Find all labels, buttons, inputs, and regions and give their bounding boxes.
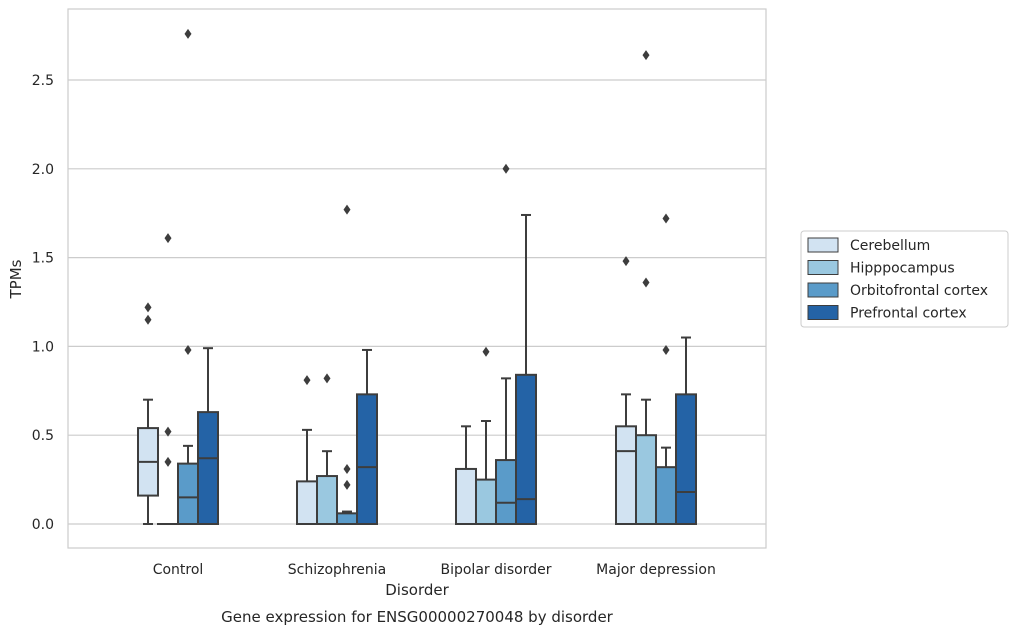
x-tick-label: Control	[153, 562, 204, 578]
outlier-point	[184, 344, 192, 355]
plot-area-frame	[67, 8, 767, 549]
box-orbitofrontal-cortex-major-depression	[655, 213, 677, 525]
legend: Cerebellum Hipppocampus Orbitofrontal cort…	[800, 230, 1009, 328]
box-hipppocampus-schizophrenia	[316, 373, 338, 526]
outlier-point	[164, 233, 172, 244]
box-prefrontal-cortex-bipolar-disorder	[515, 213, 537, 526]
box-body	[336, 512, 358, 525]
outlier-point	[164, 426, 172, 437]
box-body	[675, 393, 697, 525]
outlier-point	[343, 463, 351, 474]
x-tick-label: Major depression	[596, 562, 716, 578]
chart-caption: Gene expression for ENSG00000270048 by d…	[221, 608, 614, 626]
box-orbitofrontal-cortex-control	[177, 28, 199, 525]
y-tick-label: 0.0	[32, 517, 54, 533]
box-groups	[137, 28, 697, 526]
box-body	[455, 467, 477, 525]
box-body	[655, 466, 677, 525]
x-tick-label: Bipolar disorder	[440, 562, 551, 578]
outlier-point	[622, 256, 630, 267]
legend-label: Cerebellum	[850, 238, 930, 254]
box-body	[515, 373, 537, 526]
box-body	[177, 462, 199, 525]
box-orbitofrontal-cortex-schizophrenia	[336, 204, 358, 525]
legend-item: Orbitofrontal cortex	[807, 282, 988, 299]
box-cerebellum-major-depression	[615, 256, 637, 526]
legend-swatch	[807, 305, 839, 320]
box-cerebellum-control	[137, 302, 159, 525]
box-body	[197, 411, 219, 525]
legend-swatch	[807, 237, 839, 253]
outlier-point	[642, 50, 650, 61]
y-tick-label: 1.5	[32, 251, 54, 267]
outlier-point	[343, 479, 351, 490]
outlier-point	[502, 163, 510, 174]
y-tick-label: 2.5	[32, 73, 54, 89]
y-axis-title: TPMs	[7, 259, 25, 299]
box-body	[475, 478, 497, 526]
box-body	[495, 459, 517, 525]
outlier-point	[184, 28, 192, 39]
outlier-point	[303, 375, 311, 386]
outlier-point	[144, 314, 152, 325]
box-body	[296, 480, 318, 526]
gridlines	[68, 79, 766, 525]
box-prefrontal-cortex-major-depression	[675, 336, 697, 525]
y-tick-label: 0.5	[32, 428, 54, 444]
outlier-point	[144, 302, 152, 313]
legend-item: Prefrontal cortex	[807, 305, 967, 322]
legend-swatch	[807, 260, 839, 275]
y-tick-label: 1.0	[32, 339, 54, 355]
x-axis-title: Disorder	[385, 581, 449, 599]
legend-item: Hipppocampus	[807, 260, 955, 277]
outlier-point	[662, 344, 670, 355]
x-tick-labels: Control Schizophrenia Bipolar disorder Majo…	[153, 562, 716, 578]
outlier-point	[642, 277, 650, 288]
box-cerebellum-bipolar-disorder	[455, 425, 477, 525]
legend-frame	[800, 230, 1009, 328]
box-body	[316, 475, 338, 526]
y-tick-labels: 0.0 0.5 1.0 1.5 2.0 2.5	[32, 73, 54, 533]
legend-label: Prefrontal cortex	[850, 306, 967, 322]
x-tick-label: Schizophrenia	[288, 562, 386, 578]
outlier-point	[164, 456, 172, 467]
legend-label: Hipppocampus	[850, 261, 955, 277]
legend-label: Orbitofrontal cortex	[850, 283, 988, 299]
box-hipppocampus-control	[157, 233, 179, 526]
outlier-point	[482, 346, 490, 357]
box-cerebellum-schizophrenia	[296, 375, 318, 526]
box-hipppocampus-major-depression	[635, 50, 657, 526]
box-body	[615, 425, 637, 526]
outlier-point	[662, 213, 670, 224]
legend-item: Cerebellum	[807, 237, 930, 254]
outlier-point	[343, 204, 351, 215]
outlier-point	[323, 373, 331, 384]
box-body	[356, 393, 378, 525]
legend-swatch	[807, 282, 839, 298]
box-prefrontal-cortex-schizophrenia	[356, 348, 378, 525]
box-orbitofrontal-cortex-bipolar-disorder	[495, 163, 517, 525]
box-hipppocampus-bipolar-disorder	[475, 346, 497, 526]
box-prefrontal-cortex-control	[197, 347, 219, 525]
box-body	[635, 434, 657, 526]
y-tick-label: 2.0	[32, 162, 54, 178]
legend-items: Cerebellum Hipppocampus Orbitofrontal cort…	[807, 237, 988, 322]
